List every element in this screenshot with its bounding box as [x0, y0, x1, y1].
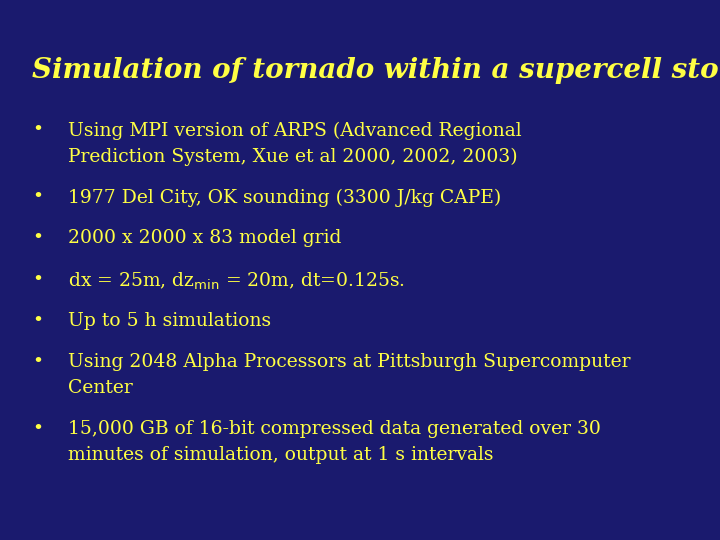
Text: Prediction System, Xue et al 2000, 2002, 2003): Prediction System, Xue et al 2000, 2002,… — [68, 147, 518, 166]
Text: 2000 x 2000 x 83 model grid: 2000 x 2000 x 83 model grid — [68, 230, 342, 247]
Text: 15,000 GB of 16-bit compressed data generated over 30: 15,000 GB of 16-bit compressed data gene… — [68, 420, 601, 437]
Text: •: • — [32, 122, 43, 139]
Text: •: • — [32, 312, 43, 329]
Text: minutes of simulation, output at 1 s intervals: minutes of simulation, output at 1 s int… — [68, 446, 494, 463]
Text: •: • — [32, 271, 43, 288]
Text: Using 2048 Alpha Processors at Pittsburgh Supercomputer: Using 2048 Alpha Processors at Pittsburg… — [68, 353, 631, 370]
Text: Center: Center — [68, 379, 133, 396]
Text: •: • — [32, 230, 43, 247]
Text: Up to 5 h simulations: Up to 5 h simulations — [68, 312, 271, 329]
Text: •: • — [32, 188, 43, 206]
Text: Simulation of tornado within a supercell storm: Simulation of tornado within a supercell… — [32, 57, 720, 84]
Text: Using MPI version of ARPS (Advanced Regional: Using MPI version of ARPS (Advanced Regi… — [68, 122, 522, 140]
Text: •: • — [32, 353, 43, 370]
Text: 1977 Del City, OK sounding (3300 J/kg CAPE): 1977 Del City, OK sounding (3300 J/kg CA… — [68, 188, 502, 207]
Text: dx = 25m, dz$_{\mathrm{min}}$ = 20m, dt=0.125s.: dx = 25m, dz$_{\mathrm{min}}$ = 20m, dt=… — [68, 271, 405, 292]
Text: •: • — [32, 420, 43, 437]
